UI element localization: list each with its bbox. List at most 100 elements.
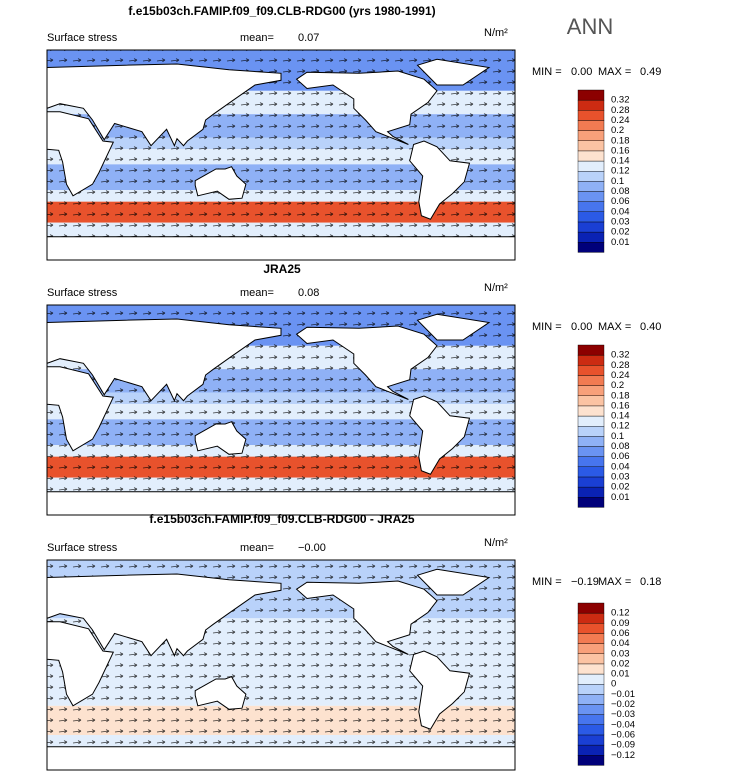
colorbar-label: 0.24 xyxy=(611,370,630,381)
continent xyxy=(194,676,247,710)
season-label: ANN xyxy=(567,14,613,39)
colorbar-swatch xyxy=(577,643,605,654)
colorbar-label: 0.12 xyxy=(611,166,630,177)
map-frame xyxy=(46,304,516,516)
colorbar-swatch xyxy=(577,405,605,417)
colorbar-swatch xyxy=(577,150,605,162)
max-value: 0.40 xyxy=(640,321,661,333)
colorbar-label: 0.08 xyxy=(611,186,630,197)
colorbar-label: −0.04 xyxy=(611,719,635,730)
colorbar-label: 0.12 xyxy=(611,608,630,619)
colorbar-swatch xyxy=(577,354,605,366)
colorbar-swatch xyxy=(577,456,605,467)
panel-title: f.e15b03ch.FAMIP.f09_f09.CLB-RDG00 (yrs … xyxy=(128,4,435,18)
colorbar-swatch xyxy=(577,344,605,356)
max-label: MAX = xyxy=(598,66,631,78)
continent xyxy=(416,58,491,86)
colorbar-swatch xyxy=(577,704,605,715)
continent xyxy=(295,580,438,655)
mean-value: 0.08 xyxy=(298,287,319,299)
colorbar-label: −0.03 xyxy=(611,709,635,720)
continent xyxy=(416,313,491,341)
panel-title: JRA25 xyxy=(263,262,301,276)
continent xyxy=(416,568,491,596)
colorbar-swatch xyxy=(577,385,605,396)
colorbar-swatch xyxy=(577,486,605,498)
min-value: 0.00 xyxy=(571,321,592,333)
map xyxy=(46,559,516,771)
colorbar-label: 0.24 xyxy=(611,115,630,126)
colorbar-label: 0.32 xyxy=(611,95,630,106)
colorbar-label: 0.18 xyxy=(611,135,630,146)
colorbar-swatch xyxy=(577,130,605,141)
colorbar-label: 0.06 xyxy=(611,451,630,462)
colorbar-label: 0.28 xyxy=(611,360,630,371)
colorbar-label: 0.06 xyxy=(611,196,630,207)
colorbar-label: 0.1 xyxy=(611,431,624,442)
unit-label: N/m² xyxy=(484,282,508,294)
mean-label: mean= xyxy=(240,287,274,299)
colorbar-swatch xyxy=(577,191,605,202)
colorbar-label: 0.03 xyxy=(611,216,630,227)
colorbar-label: 0.32 xyxy=(611,350,630,361)
colorbar-swatch xyxy=(577,446,605,457)
colorbar-label: 0.01 xyxy=(611,669,630,680)
colorbar-label: 0.08 xyxy=(611,441,630,452)
colorbar-swatch xyxy=(577,395,605,407)
colorbar-swatch xyxy=(577,744,605,756)
min-label: MIN = xyxy=(532,321,562,333)
continent xyxy=(47,573,282,657)
colorbar-label: 0.02 xyxy=(611,482,630,493)
colorbar-swatch xyxy=(577,170,605,182)
min-label: MIN = xyxy=(532,576,562,588)
continent xyxy=(409,140,471,220)
colorbar-label: 0.02 xyxy=(611,227,630,238)
colorbar-swatch xyxy=(577,497,605,508)
continent xyxy=(295,325,438,400)
unit-label: N/m² xyxy=(484,537,508,549)
max-label: MAX = xyxy=(598,321,631,333)
colorbar-swatch xyxy=(577,160,605,172)
colorbar-swatch xyxy=(577,365,605,376)
min-value: 0.00 xyxy=(571,66,592,78)
continent xyxy=(47,366,115,452)
continent xyxy=(295,70,438,145)
colorbar-swatch xyxy=(577,476,605,488)
colorbar-swatch xyxy=(577,221,605,233)
field-label: Surface stress xyxy=(47,542,118,554)
colorbar-label: 0.16 xyxy=(611,145,630,156)
continent xyxy=(47,318,282,402)
colorbar-swatch xyxy=(577,673,605,685)
map xyxy=(46,49,516,261)
colorbar-swatch xyxy=(577,724,605,736)
colorbar-swatch xyxy=(577,99,605,111)
colorbar-swatch xyxy=(577,694,605,705)
map-body xyxy=(47,305,515,515)
colorbar-swatch xyxy=(577,242,605,253)
colorbar-label: 0.03 xyxy=(611,471,630,482)
colorbar-swatch xyxy=(577,755,605,766)
field-label: Surface stress xyxy=(47,32,118,44)
colorbar-swatch xyxy=(577,602,605,614)
field-label: Surface stress xyxy=(47,287,118,299)
colorbar-swatch xyxy=(577,466,605,478)
colorbar-swatch xyxy=(577,89,605,101)
colorbar-label: 0.12 xyxy=(611,421,630,432)
map-frame xyxy=(46,559,516,771)
map xyxy=(46,304,516,516)
colorbar-label: −0.12 xyxy=(611,750,635,761)
colorbar-swatch xyxy=(577,110,605,121)
colorbar-swatch xyxy=(577,623,605,634)
colorbar-swatch xyxy=(577,375,605,386)
colorbar-swatch xyxy=(577,684,605,695)
mean-label: mean= xyxy=(240,542,274,554)
colorbar-label: 0.2 xyxy=(611,380,624,391)
colorbar-swatch xyxy=(577,231,605,243)
colorbar-label: 0.04 xyxy=(611,638,630,649)
continent xyxy=(194,166,247,200)
colorbar-swatch xyxy=(577,181,605,192)
continent xyxy=(47,111,115,197)
max-label: MAX = xyxy=(598,576,631,588)
continent xyxy=(47,236,515,260)
colorbar-label: 0.09 xyxy=(611,618,630,629)
